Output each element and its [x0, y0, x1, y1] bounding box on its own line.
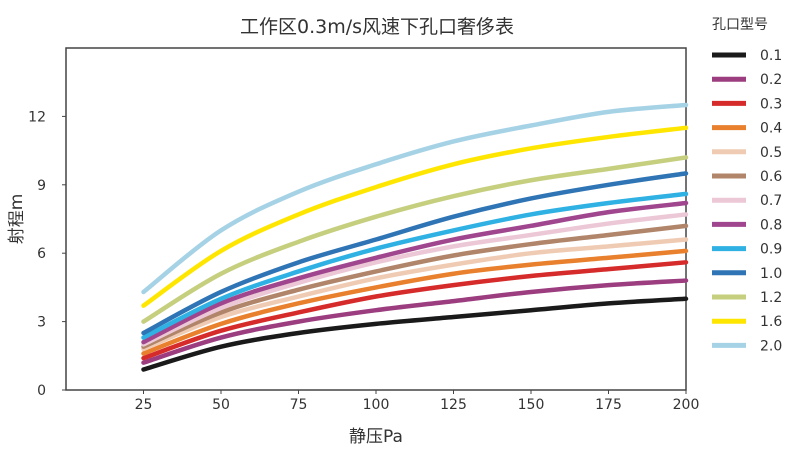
- legend-label: 0.1: [760, 48, 782, 64]
- y-tick-label: 6: [37, 246, 46, 262]
- x-tick-label: 75: [290, 397, 308, 413]
- series-line-0.3: [141, 260, 689, 361]
- y-tick-label: 12: [28, 109, 46, 125]
- legend-label: 1.0: [760, 266, 782, 282]
- legend-label: 1.2: [760, 290, 782, 306]
- series-line-0.2: [141, 278, 689, 365]
- x-axis-title: 静压Pa: [349, 427, 403, 447]
- series-line-0.7: [141, 212, 689, 347]
- x-tick-label: 50: [212, 397, 230, 413]
- series-line-0.5: [141, 237, 689, 352]
- x-tick-label: 200: [673, 397, 700, 413]
- legend-title: 孔口型号: [712, 17, 768, 33]
- x-tick-label: 150: [518, 397, 545, 413]
- series-line-1.2: [141, 155, 689, 324]
- legend-label: 0.2: [760, 72, 782, 88]
- series-line-0.4: [141, 248, 689, 356]
- x-axis-ticks: 25 50 75 100 125 150 175 200: [135, 390, 700, 413]
- y-tick-label: 0: [37, 383, 46, 399]
- series-line-1.6: [141, 125, 689, 308]
- series-line-0.8: [141, 200, 689, 345]
- x-tick-label: 125: [440, 397, 467, 413]
- legend-label: 0.6: [760, 169, 782, 185]
- series-line-1.0: [141, 171, 689, 336]
- series-lines: [141, 102, 689, 372]
- series-line-0.6: [141, 223, 689, 349]
- legend-label: 0.9: [760, 242, 782, 258]
- series-line-2.0: [141, 102, 689, 295]
- y-tick-label: 9: [37, 178, 46, 194]
- legend-label: 0.4: [760, 121, 782, 137]
- y-axis-title: 射程m: [7, 194, 27, 245]
- legend-label: 0.7: [760, 193, 782, 209]
- legend: 孔口型号 0.1 0.2 0.3 0.4 0.5 0.6 0.7 0.8 0.9 1.0 1.2 1.…: [712, 17, 782, 354]
- x-tick-label: 175: [595, 397, 622, 413]
- legend-label: 2.0: [760, 338, 782, 354]
- legend-label: 0.8: [760, 217, 782, 233]
- legend-label: 0.3: [760, 96, 782, 112]
- legend-label: 1.6: [760, 314, 782, 330]
- x-tick-label: 25: [135, 397, 153, 413]
- x-tick-label: 100: [363, 397, 390, 413]
- series-line-0.9: [141, 191, 689, 340]
- y-tick-label: 3: [37, 315, 46, 331]
- y-axis-ticks: 0 3 6 9 12: [28, 109, 66, 399]
- legend-label: 0.5: [760, 145, 782, 161]
- chart-title: 工作区0.3m/s风速下孔口奢侈表: [240, 16, 514, 38]
- series-line-0.1: [141, 296, 689, 372]
